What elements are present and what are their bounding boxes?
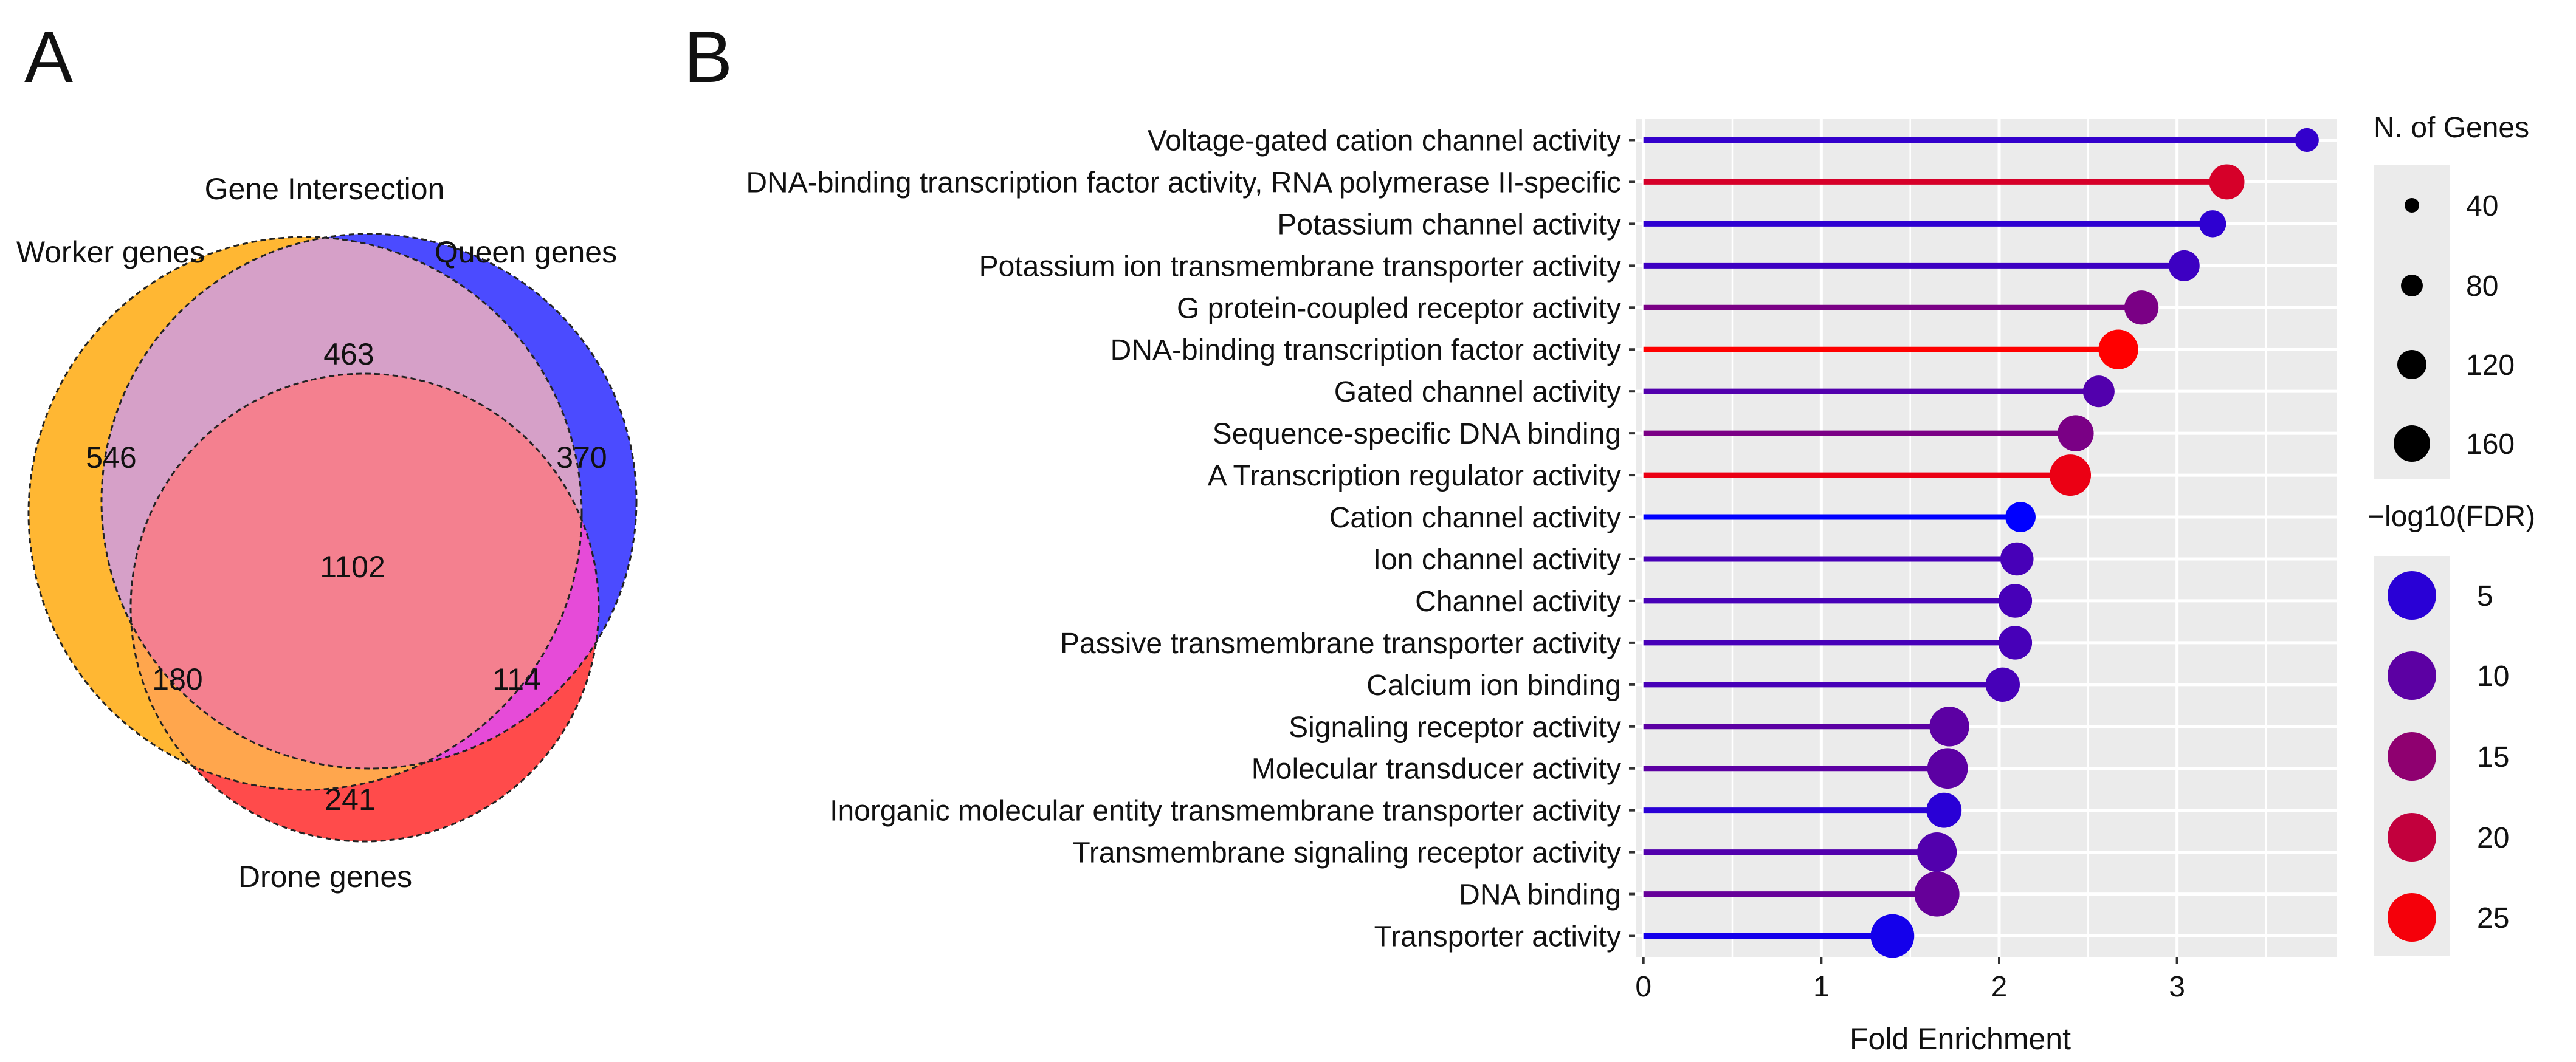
size-legend-key (2397, 350, 2426, 379)
color-legend-key (2388, 813, 2436, 862)
lollipop-dot (2000, 542, 2034, 576)
queen-outline (100, 233, 638, 770)
term-label: Inorganic molecular entity transmembrane… (830, 795, 1621, 827)
size-legend-key (2405, 198, 2419, 213)
panel-label-a: A (24, 16, 73, 98)
lollipop-dot (1917, 832, 1957, 872)
term-label: Signaling receptor activity (1289, 711, 1621, 744)
term-label: Voltage-gated cation channel activity (1148, 125, 1621, 157)
count-queen-only: 370 (556, 440, 607, 474)
worker-genes-label: Worker genes (16, 235, 205, 269)
term-label: DNA binding (1459, 879, 1621, 911)
color-legend: 5 10 15 20 25 (2388, 571, 2509, 942)
venn-diagram: Gene Intersection Worker genes Queen gen… (16, 172, 638, 894)
x-tick-label: 3 (2169, 971, 2185, 1003)
lollipop-dot (1929, 707, 1969, 747)
lollipop-dot (2005, 502, 2036, 532)
term-label: Gated channel activity (1334, 376, 1621, 408)
lollipop-dot (1870, 914, 1915, 958)
count-queen-drone: 114 (492, 662, 541, 696)
x-tick-label: 0 (1635, 971, 1651, 1003)
lollipop-dot (1985, 667, 2020, 702)
size-legend-key (2394, 425, 2430, 462)
legends: N. of Genes 40 80 120 160 −log10(FDR) 5 10 15… (2368, 112, 2535, 956)
all-three-overlap (131, 374, 582, 769)
count-worker-drone: 180 (152, 662, 202, 696)
worker-outline (27, 236, 583, 791)
lollipop-dot (1927, 748, 1968, 789)
drone-outline (129, 372, 600, 843)
color-legend-key (2388, 732, 2436, 781)
venn-title: Gene Intersection (205, 172, 445, 206)
color-legend-key (2388, 893, 2436, 942)
term-label: DNA-binding transcription factor activit… (1111, 334, 1621, 366)
x-axis-title: Fold Enrichment (1850, 1022, 2071, 1056)
term-label: Sequence-specific DNA binding (1213, 418, 1621, 450)
lollipop-lines (1643, 137, 2307, 939)
lollipop-dot (2209, 164, 2245, 200)
size-legend-label: 80 (2466, 270, 2498, 303)
lollipop-chart: Voltage-gated cation channel activity DNA… (746, 119, 2337, 1056)
x-tick-label: 2 (1991, 971, 2008, 1003)
panel-label-b: B (684, 16, 732, 98)
term-label: Potassium ion transmembrane transporter … (979, 250, 1621, 283)
lollipop-dot (2050, 454, 2092, 496)
drone-genes-label: Drone genes (238, 860, 412, 894)
term-label: Molecular transducer activity (1252, 753, 1621, 786)
size-legend-label: 120 (2466, 349, 2515, 382)
color-legend-label: 10 (2477, 660, 2509, 693)
size-legend-key (2401, 275, 2423, 296)
x-tick-label: 1 (1813, 971, 1830, 1003)
term-label: Transporter activity (1374, 921, 1621, 953)
lollipop-dot (1926, 792, 1962, 828)
size-legend-title: N. of Genes (2374, 112, 2529, 144)
lollipop-dot (2082, 375, 2115, 408)
lollipop-dot (1914, 871, 1960, 917)
color-legend-label: 15 (2477, 741, 2509, 773)
lollipop-dot (1998, 626, 2033, 660)
term-label: Transmembrane signaling receptor activit… (1072, 837, 1621, 869)
term-label: Cation channel activity (1329, 502, 1621, 534)
size-legend-label: 40 (2466, 190, 2498, 222)
plot-panel (1636, 119, 2337, 957)
color-legend-key (2388, 571, 2436, 620)
lollipop-dot (2124, 290, 2159, 325)
term-label: Potassium channel activity (1277, 208, 1621, 241)
term-label: Ion channel activity (1373, 544, 1621, 576)
queen-genes-label: Queen genes (435, 235, 617, 269)
count-drone-only: 241 (325, 783, 375, 817)
count-worker-only: 546 (86, 440, 136, 474)
color-legend-title: −log10(FDR) (2368, 501, 2535, 533)
color-legend-label: 25 (2477, 902, 2509, 934)
color-legend-label: 5 (2477, 580, 2493, 612)
lollipop-dot (2168, 250, 2200, 281)
term-label: G protein-coupled receptor activity (1177, 292, 1621, 324)
count-worker-queen: 463 (323, 337, 374, 371)
lollipop-dot (1998, 584, 2033, 618)
size-legend-label: 160 (2466, 428, 2515, 461)
lollipop-dot (2199, 210, 2226, 238)
size-legend: 40 80 120 160 (2394, 190, 2515, 462)
color-legend-key (2388, 651, 2436, 700)
term-labels: Voltage-gated cation channel activity DNA… (746, 125, 1635, 953)
lollipop-dots (1870, 128, 2319, 958)
term-label: DNA-binding transcription factor activit… (746, 166, 1621, 199)
lollipop-dot (2098, 329, 2138, 369)
term-label: Channel activity (1415, 586, 1621, 618)
x-axis: 0 1 2 3 (1635, 957, 2185, 1003)
lollipop-dot (2295, 128, 2319, 152)
term-label: Passive transmembrane transporter activi… (1060, 628, 1621, 660)
term-label: A Transcription regulator activity (1208, 460, 1621, 492)
color-legend-label: 20 (2477, 822, 2509, 854)
term-label: Calcium ion binding (1366, 670, 1621, 702)
count-all-three: 1102 (320, 550, 385, 584)
lollipop-dot (2058, 415, 2094, 451)
